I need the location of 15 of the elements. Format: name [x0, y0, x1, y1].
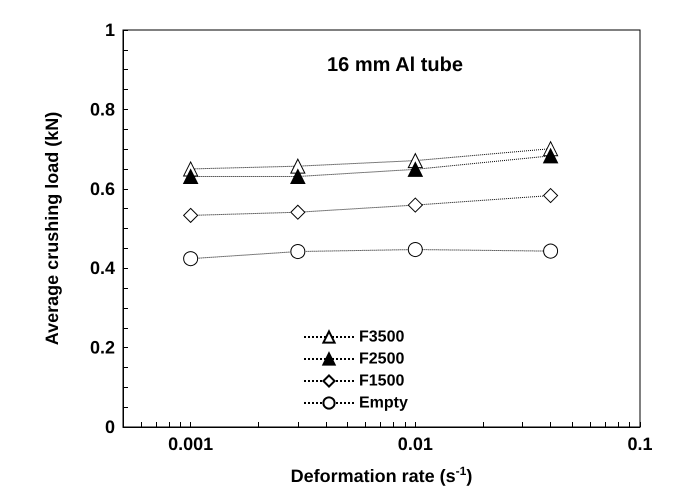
legend-label: F3500 — [359, 328, 404, 346]
text: 16 mm Al tube — [327, 54, 463, 76]
legend-label: F1500 — [359, 372, 404, 390]
y-tick-label: 1 — [104, 20, 115, 40]
legend-label: Empty — [359, 394, 408, 412]
x-tick-label: 0.01 — [398, 434, 433, 454]
x-tick-label: 0.1 — [627, 434, 653, 454]
y-tick-label: 0.6 — [90, 178, 115, 199]
y-tick-label: 0.4 — [90, 258, 115, 278]
y-tick-label: 0.8 — [90, 99, 115, 120]
y-tick-label: 0.2 — [90, 338, 115, 358]
y-tick-label: 0 — [104, 417, 115, 437]
y-axis-title: Average crushing load (kN) — [42, 112, 62, 346]
legend-label: F2500 — [359, 350, 404, 368]
x-tick-label: 0.001 — [168, 434, 214, 454]
